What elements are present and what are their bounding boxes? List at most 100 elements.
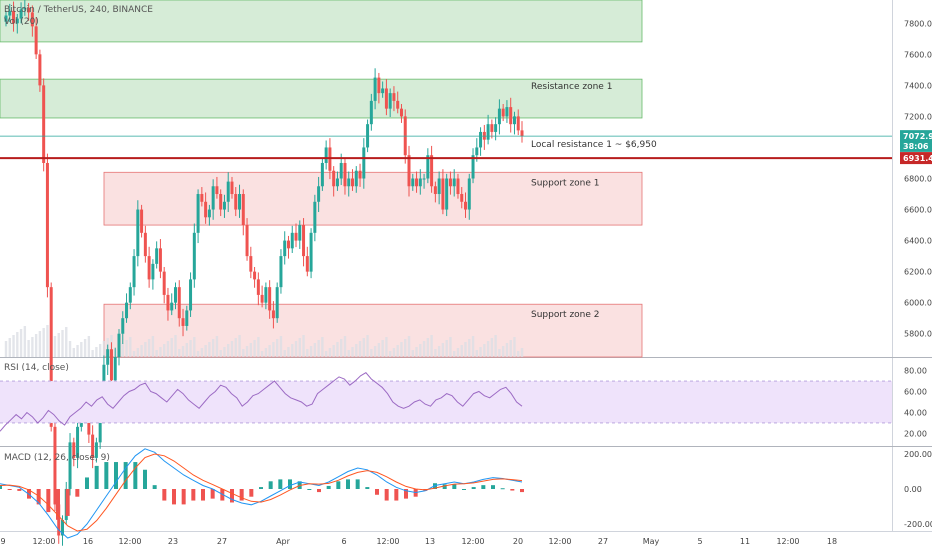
candle-body[interactable] (241, 194, 245, 226)
candle-body[interactable] (324, 147, 328, 163)
candle-body[interactable] (219, 194, 223, 210)
candle-body[interactable] (57, 504, 61, 536)
candle-body[interactable] (91, 434, 95, 458)
candle-body[interactable] (411, 178, 415, 187)
candle-body[interactable] (60, 519, 64, 536)
candle-body[interactable] (189, 279, 193, 311)
candle-body[interactable] (305, 256, 309, 272)
candle-body[interactable] (230, 181, 234, 195)
candle-body[interactable] (264, 287, 268, 303)
candle-body[interactable] (467, 178, 471, 210)
candle-body[interactable] (38, 54, 42, 86)
candle-body[interactable] (102, 364, 106, 396)
candle-body[interactable] (181, 318, 185, 326)
candle-body[interactable] (373, 77, 377, 101)
signal-line[interactable] (0, 453, 523, 532)
candle-body[interactable] (362, 147, 366, 179)
candle-body[interactable] (384, 88, 388, 109)
candle-body[interactable] (23, 7, 27, 10)
candle-body[interactable] (328, 147, 332, 171)
candle-body[interactable] (275, 287, 279, 319)
candle-body[interactable] (445, 178, 449, 210)
candle-body[interactable] (72, 442, 76, 458)
candle-body[interactable] (505, 107, 509, 117)
candle-body[interactable] (253, 271, 257, 280)
candle-body[interactable] (117, 333, 121, 357)
candle-body[interactable] (426, 155, 430, 179)
candle-body[interactable] (113, 357, 117, 381)
candle-body[interactable] (151, 263, 155, 280)
candle-body[interactable] (12, 10, 16, 24)
candle-body[interactable] (249, 256, 253, 272)
candle-body[interactable] (204, 201, 208, 218)
candle-body[interactable] (343, 162, 347, 187)
candle-body[interactable] (245, 225, 249, 257)
rsi-line[interactable] (0, 372, 523, 432)
candle-body[interactable] (286, 240, 290, 249)
candle-body[interactable] (155, 248, 159, 264)
candle-body[interactable] (94, 442, 98, 458)
candle-body[interactable] (279, 256, 283, 288)
candle-body[interactable] (211, 186, 215, 210)
symbol-legend[interactable]: Bitcoin / TetherUS, 240, BINANCE (4, 5, 153, 15)
candle-body[interactable] (369, 100, 373, 125)
candle-body[interactable] (358, 170, 362, 179)
candle-body[interactable] (351, 178, 355, 187)
candle-body[interactable] (298, 225, 302, 241)
candle-body[interactable] (509, 107, 513, 125)
candle-body[interactable] (256, 279, 260, 295)
candle-body[interactable] (486, 124, 490, 140)
candle-body[interactable] (313, 201, 317, 233)
candle-body[interactable] (422, 178, 426, 180)
candle-body[interactable] (437, 178, 441, 195)
candle-body[interactable] (399, 108, 403, 117)
candle-body[interactable] (87, 411, 91, 435)
candle-body[interactable] (501, 108, 505, 117)
candle-body[interactable] (192, 232, 196, 280)
candle-body[interactable] (158, 248, 162, 272)
candle-body[interactable] (226, 181, 230, 202)
candle-body[interactable] (407, 155, 411, 187)
candle-body[interactable] (42, 85, 46, 163)
candle-body[interactable] (456, 178, 460, 195)
candle-body[interactable] (27, 7, 31, 13)
candle-body[interactable] (497, 108, 501, 125)
candle-body[interactable] (377, 77, 381, 94)
candle-body[interactable] (125, 302, 129, 319)
candle-body[interactable] (460, 194, 464, 202)
candle-body[interactable] (234, 194, 238, 210)
candle-body[interactable] (418, 178, 422, 187)
candle-body[interactable] (19, 9, 23, 19)
candle-body[interactable] (207, 209, 211, 218)
candle-body[interactable] (45, 162, 49, 288)
candle-body[interactable] (53, 426, 57, 505)
candle-body[interactable] (222, 201, 226, 210)
candle-body[interactable] (320, 162, 324, 187)
candle-body[interactable] (475, 147, 479, 156)
candle-body[interactable] (430, 155, 434, 187)
candle-body[interactable] (34, 26, 38, 55)
candle-body[interactable] (354, 170, 358, 187)
candle-body[interactable] (490, 124, 494, 132)
candle-body[interactable] (260, 294, 264, 303)
candle-body[interactable] (121, 318, 125, 334)
candle-body[interactable] (49, 287, 53, 427)
candle-body[interactable] (479, 131, 483, 148)
candle-body[interactable] (15, 18, 19, 24)
candle-body[interactable] (448, 178, 452, 187)
candle-body[interactable] (173, 287, 177, 303)
candle-body[interactable] (516, 116, 520, 131)
candle-body[interactable] (76, 426, 80, 458)
candle-body[interactable] (332, 170, 336, 187)
candle-body[interactable] (68, 442, 72, 489)
candle-body[interactable] (271, 310, 275, 319)
candle-body[interactable] (335, 178, 339, 187)
candle-body[interactable] (185, 310, 189, 326)
macd-line[interactable] (0, 448, 523, 539)
candle-body[interactable] (215, 186, 219, 195)
candle-body[interactable] (177, 287, 181, 319)
candle-body[interactable] (294, 232, 298, 241)
candle-body[interactable] (381, 88, 385, 94)
candle-body[interactable] (109, 349, 113, 381)
